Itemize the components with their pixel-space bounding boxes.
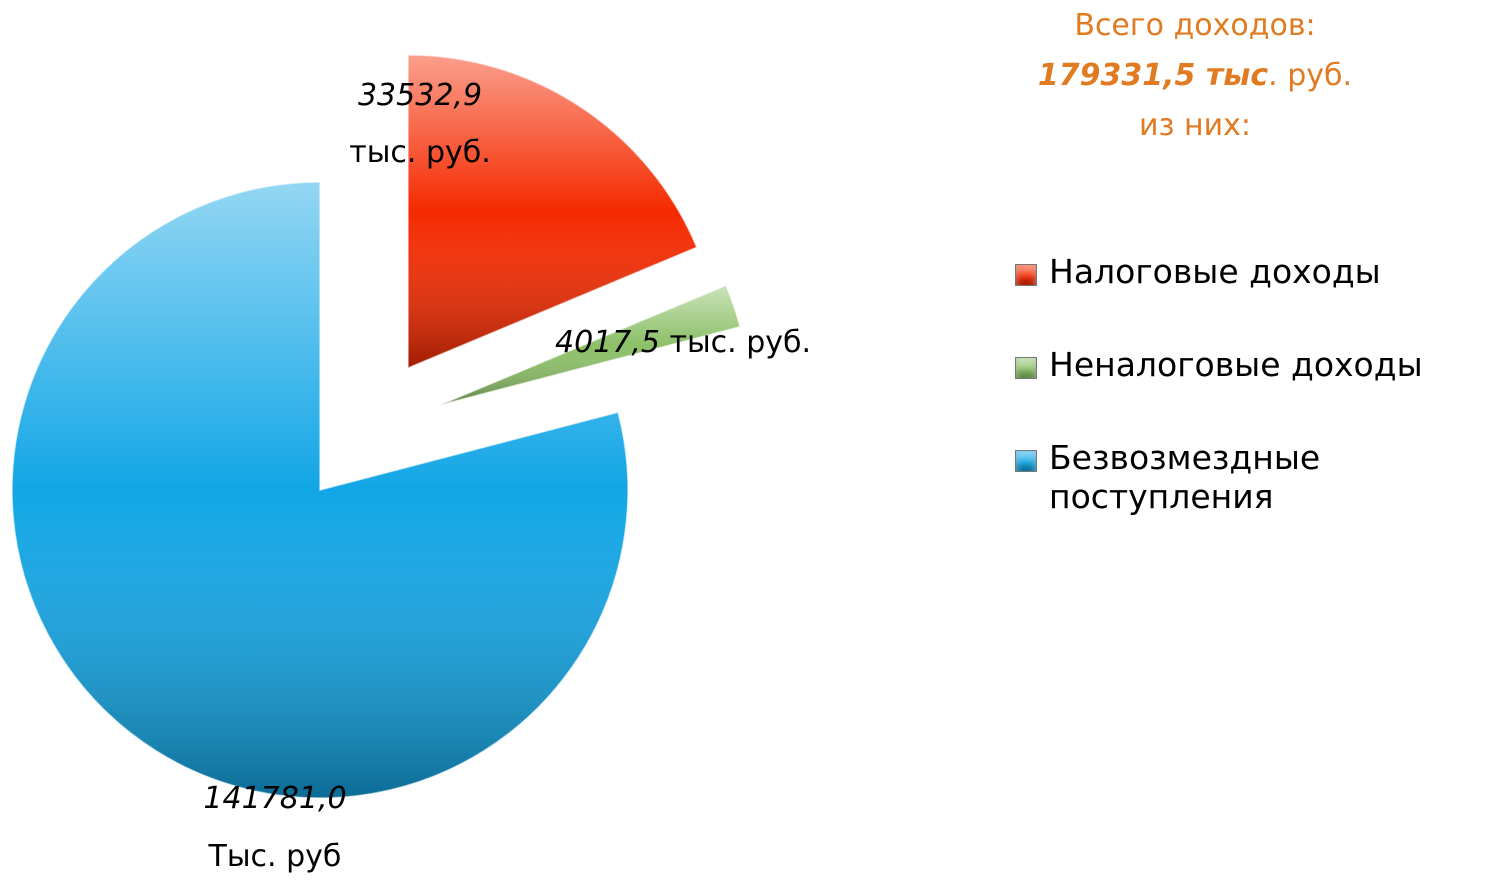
total-unit: . руб. [1268, 58, 1353, 93]
slice-shade [11, 181, 629, 799]
data-label: 33532,9 [358, 78, 482, 113]
legend-item: Безвозмездные поступления [1015, 438, 1485, 516]
legend-swatch [1015, 264, 1037, 286]
value-label: 141781,0 [203, 781, 346, 816]
legend-label: Неналоговые доходы [1049, 345, 1423, 384]
unit-label: тыс. руб. [660, 325, 811, 360]
legend-label: Безвозмездные поступления [1049, 438, 1321, 516]
legend-swatch [1015, 450, 1037, 472]
value-label: 4017,5 [555, 325, 660, 360]
legend-item: Неналоговые доходы [1015, 345, 1485, 384]
legend-item: Налоговые доходы [1015, 252, 1485, 291]
title-total: 179331,5 тыс. руб. [1000, 58, 1390, 93]
legend-swatch [1015, 357, 1037, 379]
unit-label: тыс. руб. [349, 135, 491, 170]
data-label: 141781,0 [203, 781, 346, 816]
total-label: 179331,5 тыс [1037, 58, 1269, 93]
unit-label: Тыс. руб [208, 839, 342, 874]
legend: Налоговые доходы Неналоговые доходы Безвоз… [1015, 252, 1485, 570]
slice-shade [439, 284, 741, 406]
title-line: из них: [1139, 108, 1251, 143]
title-line: Всего доходов: [1074, 8, 1316, 43]
legend-label: Налоговые доходы [1049, 252, 1381, 291]
value-label: 33532,9 [358, 78, 482, 113]
slice-shade [407, 54, 698, 370]
data-label: 4017,5 тыс. руб. [555, 325, 811, 360]
